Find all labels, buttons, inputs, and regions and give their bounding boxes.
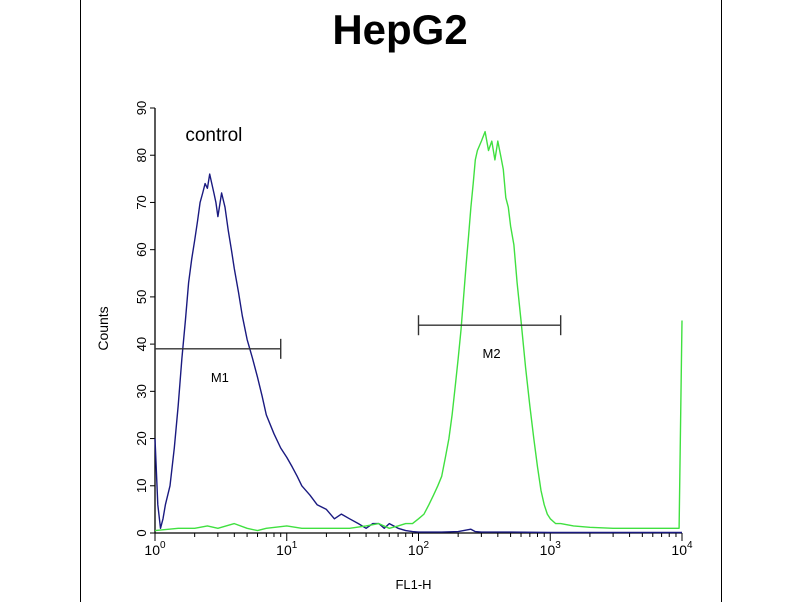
marker-label: M1 [211,370,229,385]
marker-label: M2 [483,346,501,361]
y-tick-label: 40 [134,337,149,351]
chart-title: HepG2 [332,6,468,53]
y-tick-label: 30 [134,384,149,398]
y-tick-label: 80 [134,148,149,162]
x-tick-label: 100 [144,540,166,558]
y-tick-label: 50 [134,290,149,304]
series-line-1 [154,173,682,534]
y-axis-label: Counts [95,306,111,350]
y-tick-label: 70 [134,195,149,209]
figure-frame [80,0,722,602]
x-tick-label: 101 [276,540,298,558]
x-tick-label: 104 [671,540,693,558]
series-line-2 [154,130,683,532]
y-tick-label: 10 [134,479,149,493]
x-tick-label: 102 [408,540,430,558]
y-tick-label: 90 [134,101,149,115]
y-tick-label: 0 [134,529,149,536]
annotation-label: control [185,125,242,146]
x-tick-label: 103 [540,540,562,558]
x-axis-label: FL1-H [395,577,431,592]
y-tick-label: 20 [134,431,149,445]
y-tick-label: 60 [134,242,149,256]
